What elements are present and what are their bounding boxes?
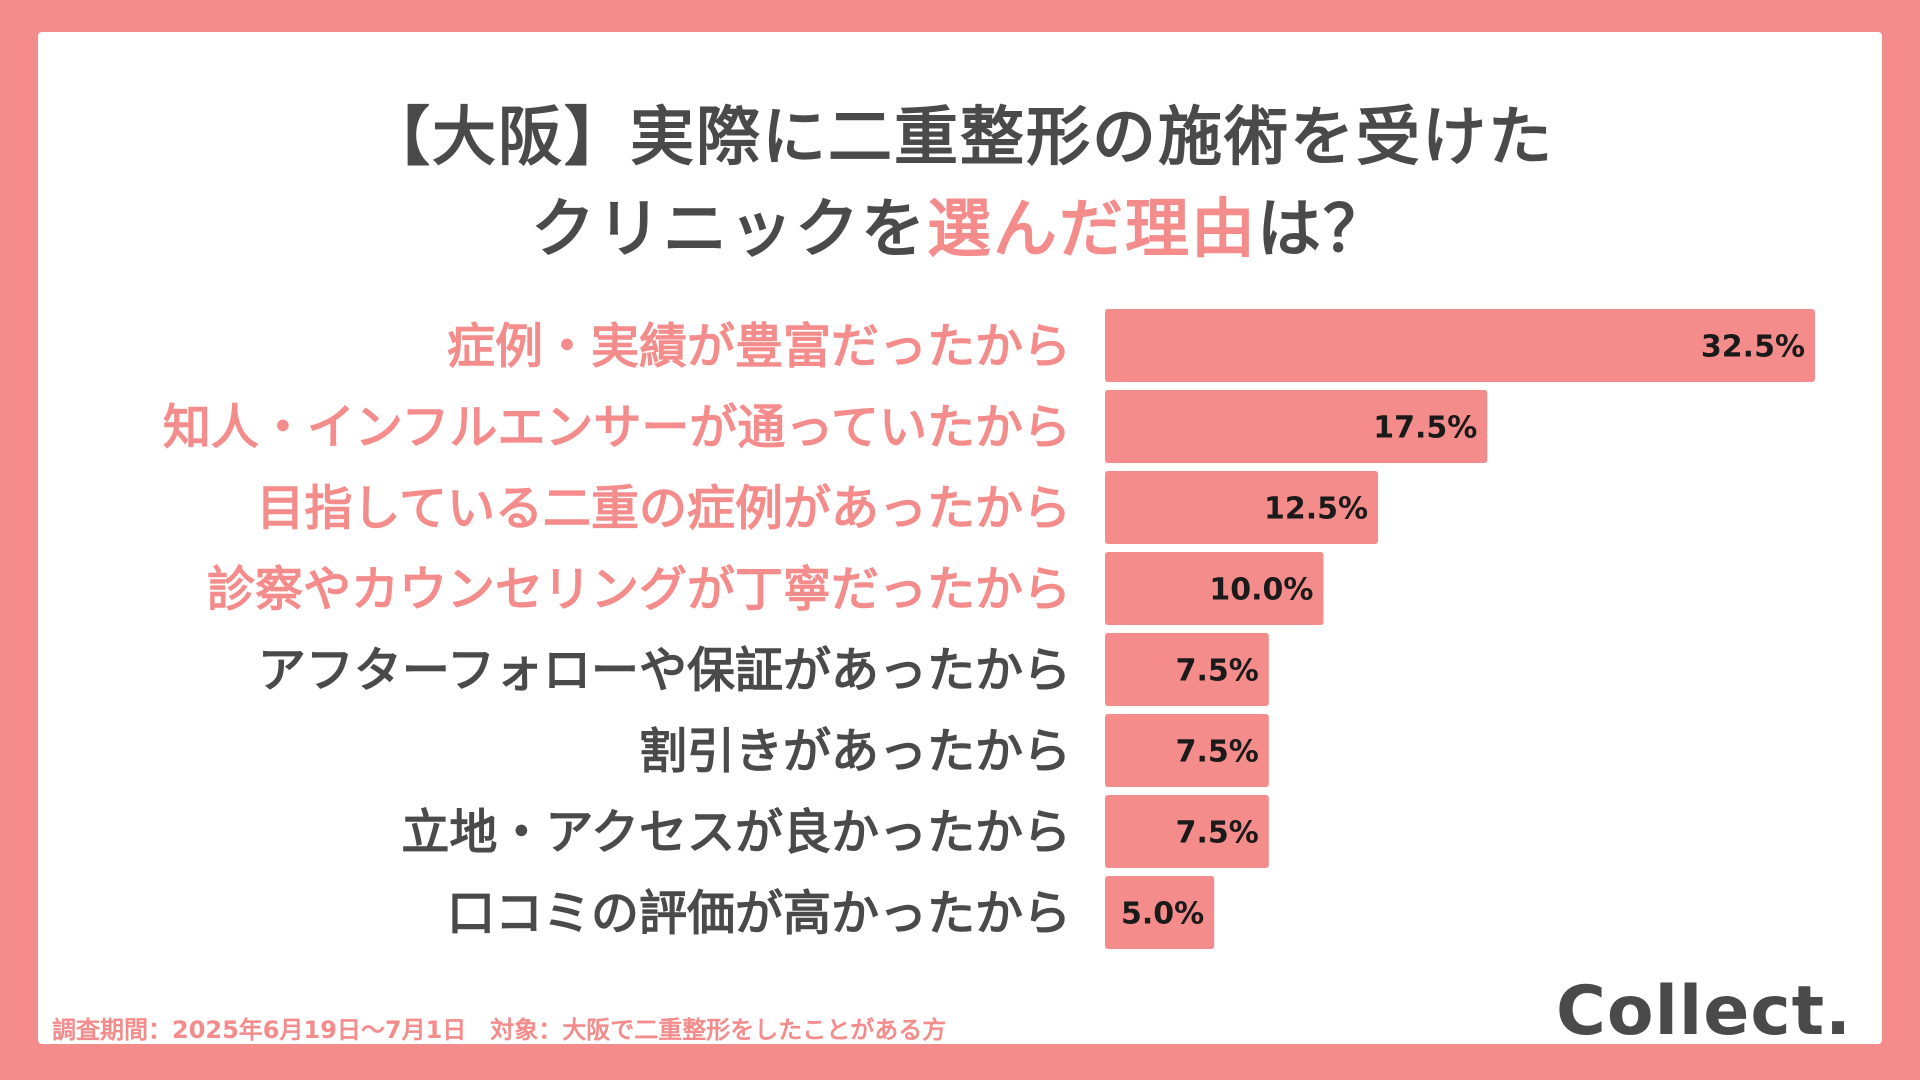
bar-value-label: 32.5%	[1701, 330, 1805, 365]
bar-value-label: 12.5%	[1264, 492, 1368, 527]
bar-value-label: 7.5%	[1176, 654, 1259, 689]
title-highlight: 選んだ理由	[927, 193, 1257, 267]
title-line-2-after: は？	[1257, 193, 1389, 267]
bar	[1105, 309, 1815, 382]
bar	[1105, 633, 1269, 706]
bar	[1105, 471, 1379, 544]
category-label: 立地・アクセスが良かったから	[401, 805, 1071, 861]
title-line-1: 【大阪】実際に二重整形の施術を受けた	[366, 101, 1554, 175]
survey-footnote: 調査期間：2025年6月19日〜7月1日 対象：大阪で二重整形をしたことがある方	[52, 1016, 947, 1044]
bar	[1105, 876, 1215, 949]
category-label: 目指している二重の症例があったから	[256, 481, 1071, 537]
bar-value-label: 17.5%	[1373, 411, 1477, 446]
bar	[1105, 552, 1324, 625]
category-label: アフターフォローや保証があったから	[258, 643, 1071, 699]
bar-value-label: 7.5%	[1176, 735, 1259, 770]
title-line-2-before: クリニックを	[531, 193, 927, 267]
bar	[1105, 390, 1488, 463]
category-label: 割引きがあったから	[639, 724, 1071, 780]
bar-value-label: 10.0%	[1209, 573, 1313, 608]
category-label: 知人・インフルエンサーが通っていたから	[163, 400, 1071, 456]
title-line-2: クリニックを選んだ理由は？	[38, 184, 1882, 276]
bar-value-label: 5.0%	[1121, 897, 1204, 932]
bar	[1105, 795, 1269, 868]
category-label: 診察やカウンセリングが丁寧だったから	[207, 562, 1071, 618]
brand-logo: Collect.	[1555, 972, 1852, 1051]
category-label: 症例・実績が豊富だったから	[447, 319, 1071, 375]
chart-title: 【大阪】実際に二重整形の施術を受けた クリニックを選んだ理由は？	[38, 92, 1882, 276]
category-label: 口コミの評価が高かったから	[447, 886, 1071, 942]
bar	[1105, 714, 1269, 787]
bar-chart: 32.5% 症例・実績が豊富だったから 17.5% 知人・インフルエンサーが通っていた…	[163, 309, 1815, 949]
chart-card: 【大阪】実際に二重整形の施術を受けた クリニックを選んだ理由は？ 32.5% 症例…	[38, 32, 1882, 1051]
bar-value-label: 7.5%	[1176, 816, 1259, 851]
